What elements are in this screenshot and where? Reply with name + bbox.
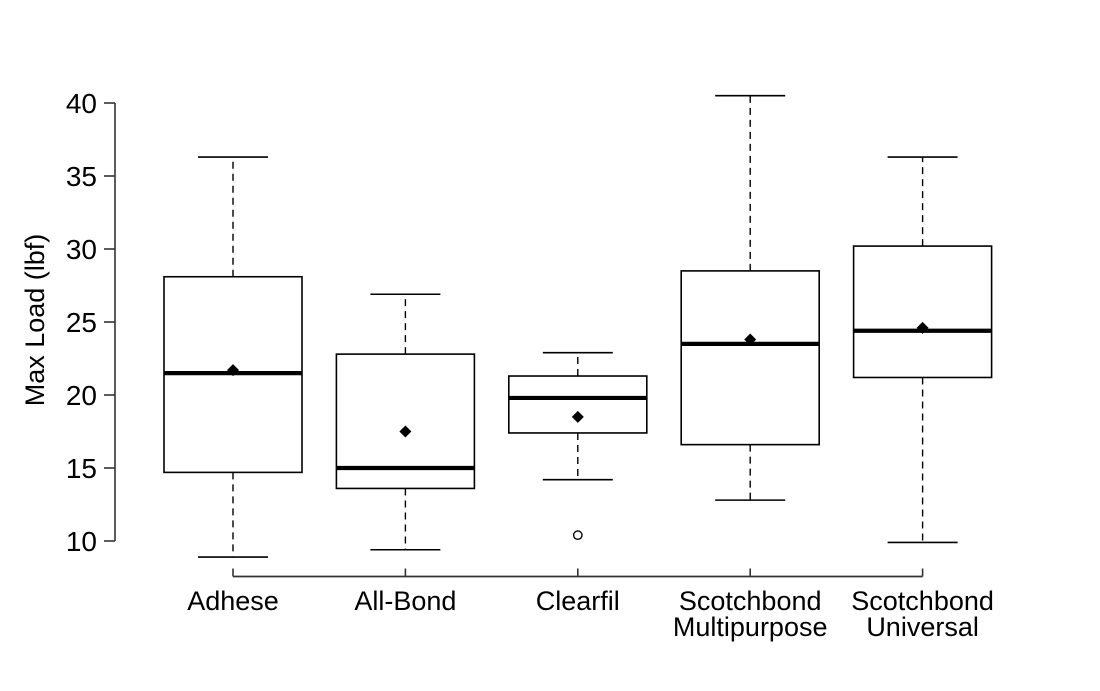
x-category-label: All-Bond — [354, 586, 456, 616]
x-category-label: Scotchbond — [679, 586, 822, 616]
y-tick-label: 15 — [66, 453, 97, 484]
y-tick-label: 35 — [66, 161, 97, 192]
y-tick-label: 10 — [66, 526, 97, 557]
x-category-label: Multipurpose — [673, 612, 828, 642]
y-axis-title: Max Load (lbf) — [20, 234, 50, 407]
x-category-label: Clearfil — [536, 586, 620, 616]
iqr-box — [507, 375, 648, 434]
mean-diamond-marker — [571, 410, 584, 423]
mean-diamond-marker — [399, 425, 412, 438]
iqr-box — [680, 270, 821, 446]
y-tick-label: 25 — [66, 307, 97, 338]
x-category-label: Universal — [866, 612, 979, 642]
y-tick-label: 40 — [66, 88, 97, 119]
iqr-box — [852, 245, 993, 379]
x-category-label: Adhese — [187, 586, 279, 616]
outlier-point — [572, 530, 583, 541]
y-tick-label: 20 — [66, 380, 97, 411]
x-category-label: Scotchbond — [851, 586, 994, 616]
y-tick-label: 30 — [66, 234, 97, 265]
